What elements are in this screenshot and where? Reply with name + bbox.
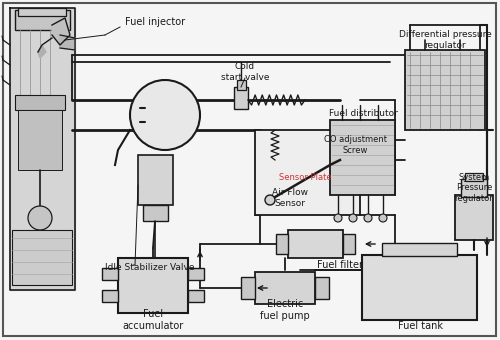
Bar bbox=[330, 120, 395, 195]
Text: Fuel filter: Fuel filter bbox=[317, 260, 363, 270]
Polygon shape bbox=[52, 18, 70, 45]
Bar bbox=[15, 95, 65, 110]
Bar bbox=[255, 272, 315, 304]
Bar bbox=[241, 277, 255, 299]
Bar bbox=[15, 10, 70, 30]
Text: CO adjustment
Screw: CO adjustment Screw bbox=[324, 135, 386, 155]
Circle shape bbox=[334, 214, 342, 222]
Text: Idle Stabilizer Valve: Idle Stabilizer Valve bbox=[105, 264, 195, 272]
Circle shape bbox=[28, 206, 52, 230]
Bar bbox=[102, 268, 118, 280]
Polygon shape bbox=[38, 45, 46, 58]
Circle shape bbox=[265, 195, 275, 205]
Bar bbox=[102, 290, 118, 302]
Polygon shape bbox=[10, 8, 75, 290]
Bar bbox=[315, 277, 329, 299]
Bar bbox=[138, 155, 173, 205]
Bar bbox=[234, 87, 248, 109]
Text: Electric
fuel pump: Electric fuel pump bbox=[260, 299, 310, 321]
Bar bbox=[382, 243, 457, 256]
Bar bbox=[12, 230, 72, 285]
Circle shape bbox=[349, 214, 357, 222]
Text: Air Flow
Sensor: Air Flow Sensor bbox=[272, 188, 308, 208]
Bar bbox=[255, 130, 360, 215]
Text: Fuel distributor: Fuel distributor bbox=[328, 108, 398, 118]
Bar bbox=[143, 205, 168, 221]
Polygon shape bbox=[60, 35, 75, 50]
Bar bbox=[465, 173, 483, 181]
Bar bbox=[405, 50, 485, 130]
Text: Fuel injector: Fuel injector bbox=[125, 17, 185, 27]
Bar bbox=[461, 179, 487, 197]
Text: Cold
start valve: Cold start valve bbox=[221, 62, 269, 82]
Bar bbox=[188, 268, 204, 280]
Text: Differential pressure
regulator: Differential pressure regulator bbox=[398, 30, 492, 50]
Circle shape bbox=[364, 214, 372, 222]
Text: System
Pressure
regulator: System Pressure regulator bbox=[454, 173, 494, 203]
Text: Sensor Plate: Sensor Plate bbox=[278, 173, 332, 183]
Bar bbox=[276, 234, 288, 254]
Bar bbox=[18, 110, 62, 170]
Bar bbox=[288, 230, 343, 258]
Bar bbox=[188, 290, 204, 302]
Text: Fuel
accumulator: Fuel accumulator bbox=[122, 309, 184, 331]
Text: Fuel tank: Fuel tank bbox=[398, 321, 442, 331]
Bar bbox=[362, 255, 477, 320]
Circle shape bbox=[379, 214, 387, 222]
Bar bbox=[118, 258, 188, 313]
Circle shape bbox=[130, 80, 200, 150]
Bar bbox=[343, 234, 355, 254]
Bar bbox=[237, 80, 246, 90]
Bar bbox=[18, 8, 66, 16]
Bar bbox=[455, 195, 493, 240]
